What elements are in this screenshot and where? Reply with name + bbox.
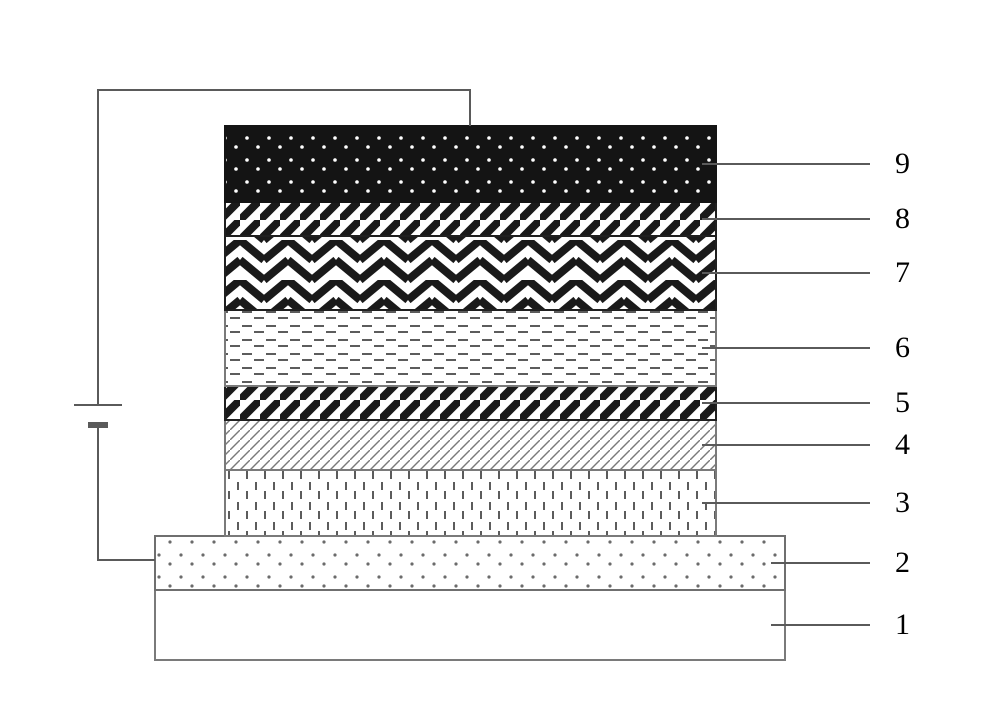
- layer-label-1: 1: [895, 608, 910, 642]
- layer-label-2: 2: [895, 546, 910, 580]
- diagram-stage: 1 2 3 4 5 6 7 8 9: [0, 0, 1000, 711]
- layer-label-4: 4: [895, 428, 910, 462]
- layer-label-7: 7: [895, 256, 910, 290]
- layer-label-6: 6: [895, 331, 910, 365]
- layer-label-9: 9: [895, 147, 910, 181]
- layer-label-5: 5: [895, 386, 910, 420]
- layer-label-3: 3: [895, 486, 910, 520]
- layer-label-8: 8: [895, 202, 910, 236]
- layer-stack-svg: [0, 0, 1000, 711]
